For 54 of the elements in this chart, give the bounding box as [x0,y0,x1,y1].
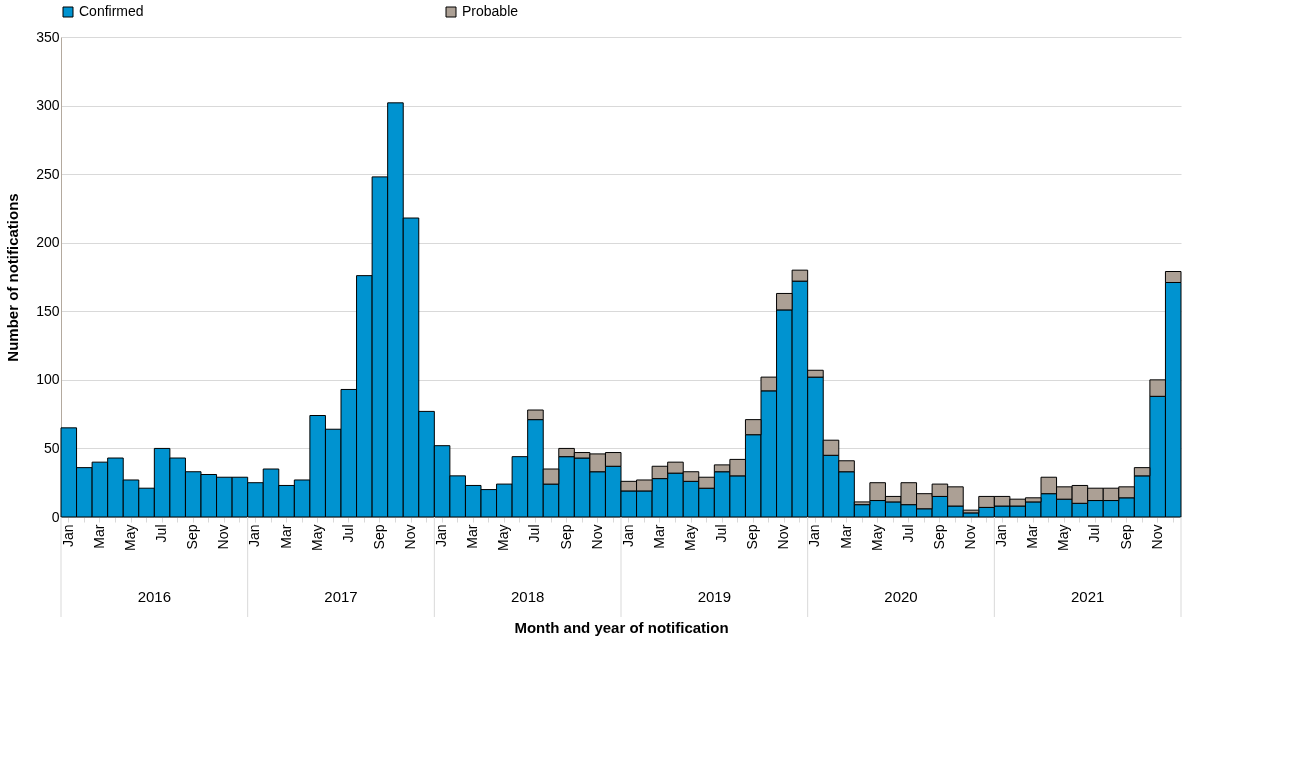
x-tick-label: Mar [90,524,107,549]
x-tick-label: Sep [1117,524,1134,550]
text: 2017 [324,588,358,605]
x-tick-label: Sep [744,524,761,550]
y-tick-label: 0 [51,508,60,525]
x-tick-label: May [868,524,885,551]
x-tick-label: Sep [370,524,387,550]
x-tick-label: Jul [1086,524,1103,543]
text: 2016 [137,588,172,605]
x-tick-label: Sep [557,524,574,550]
y-axis-title: Number of notifications [4,193,22,362]
x-tick-label: Mar [277,524,294,549]
x-tick-label: Mar [837,524,854,549]
x-tick-label: Jan [246,524,263,548]
x-tick-label: Jul [526,524,543,543]
y-tick-label: 200 [36,234,60,251]
y-tick-label: 50 [43,439,60,456]
x-tick-label: Sep [930,524,947,550]
x-tick-label: May [122,524,138,551]
text: 2020 [884,588,918,605]
x-tick-label: Sep [184,524,201,550]
legend-label: Confirmed [79,3,144,19]
y-tick-label: 100 [36,371,60,388]
y-tick-label: 300 [36,97,60,114]
x-tick-label: Mar [464,524,481,549]
x-tick-label: May [682,524,698,551]
x-tick-label: Jul [153,524,170,543]
x-tick-label: May [308,524,325,551]
x-tick-label: Jan [433,524,450,548]
x-tick-label: Nov [402,524,418,550]
text: 2019 [697,588,732,605]
x-tick-label: Jul [339,524,356,543]
legend-label: Probable [462,3,519,19]
x-tick-label: Jan [993,524,1010,548]
text: 2018 [510,588,545,605]
x-tick-label: Jan [619,524,636,548]
x-tick-label: Nov [962,524,978,550]
x-axis-title: Month and year of notification [514,618,729,636]
x-tick-label: May [495,524,512,551]
x-tick-label: Jan [806,524,823,548]
x-tick-label: Jul [713,524,730,543]
x-tick-label: Nov [215,524,232,550]
y-tick-label: 250 [36,165,60,182]
y-tick-label: 350 [36,28,60,45]
x-tick-label: Nov [1148,524,1165,550]
x-tick-label: Mar [650,524,667,549]
x-tick-label: Jul [899,524,916,543]
x-tick-label: May [1055,524,1072,551]
x-tick-label: Nov [588,524,605,550]
x-tick-label: Mar [1024,524,1041,549]
x-tick-label: Nov [775,524,792,550]
x-tick-label: Jan [59,524,76,548]
text: 2021 [1070,588,1105,605]
y-tick-label: 150 [36,302,60,319]
